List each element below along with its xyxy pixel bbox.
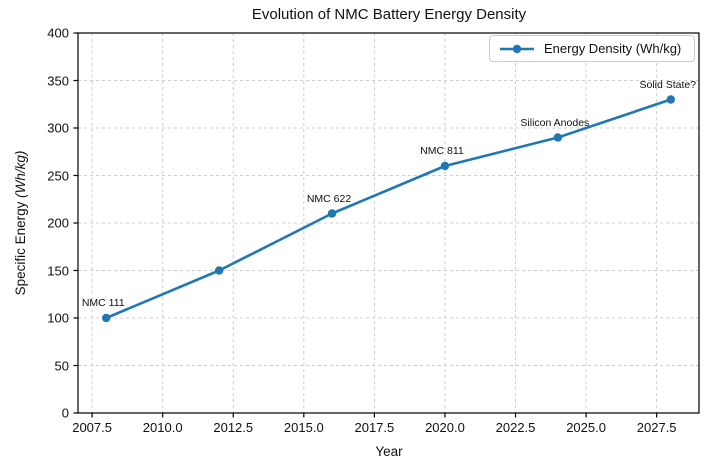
- data-annotation: NMC 811: [420, 145, 464, 157]
- legend-line-sample-icon: [500, 44, 534, 53]
- x-axis-label: Year: [375, 444, 403, 459]
- y-axis-label-text: Specific Energy: [13, 197, 28, 296]
- data-point-marker: [214, 266, 224, 275]
- data-point-marker: [666, 95, 675, 104]
- x-tick-label: 2025.0: [566, 420, 606, 435]
- y-tick-label: 0: [61, 405, 69, 421]
- y-tick-label: 100: [47, 310, 69, 326]
- x-tick-label: 2022.5: [495, 420, 536, 435]
- data-point-marker: [102, 313, 111, 323]
- y-tick-label: 150: [47, 263, 69, 278]
- data-annotation: Solid State?: [639, 78, 697, 91]
- x-tick-label: 2017.5: [354, 420, 395, 435]
- chart-title: Evolution of NMC Battery Energy Density: [251, 6, 527, 23]
- x-tick-label: 2015.0: [283, 420, 324, 435]
- data-annotation: NMC 622: [306, 192, 352, 205]
- x-tick-label: 2007.5: [72, 420, 112, 435]
- x-tick-label: 2027.5: [636, 420, 677, 435]
- data-point-marker: [440, 161, 450, 171]
- y-tick-label: 200: [47, 215, 69, 231]
- plot-spines: [77, 32, 700, 414]
- y-tick-label: 50: [54, 358, 69, 373]
- data-annotation: Silicon Anodes: [520, 116, 590, 129]
- y-tick-label: 250: [47, 168, 69, 183]
- x-tick-label: 2012.5: [213, 420, 254, 435]
- data-point-marker: [553, 133, 563, 142]
- data-line: [104, 98, 673, 320]
- legend[interactable]: Energy Density (Wh/kg): [489, 35, 695, 62]
- data-annotation: NMC 111: [81, 297, 125, 309]
- y-tick-label: 300: [47, 120, 69, 136]
- x-tick-label: 2020.0: [425, 420, 465, 435]
- legend-label: Energy Density (Wh/kg): [544, 41, 682, 56]
- data-point-marker: [327, 209, 337, 218]
- y-tick-label: 400: [47, 25, 69, 41]
- x-tick-label: 2010.0: [142, 420, 183, 435]
- y-tick-label: 350: [47, 73, 69, 88]
